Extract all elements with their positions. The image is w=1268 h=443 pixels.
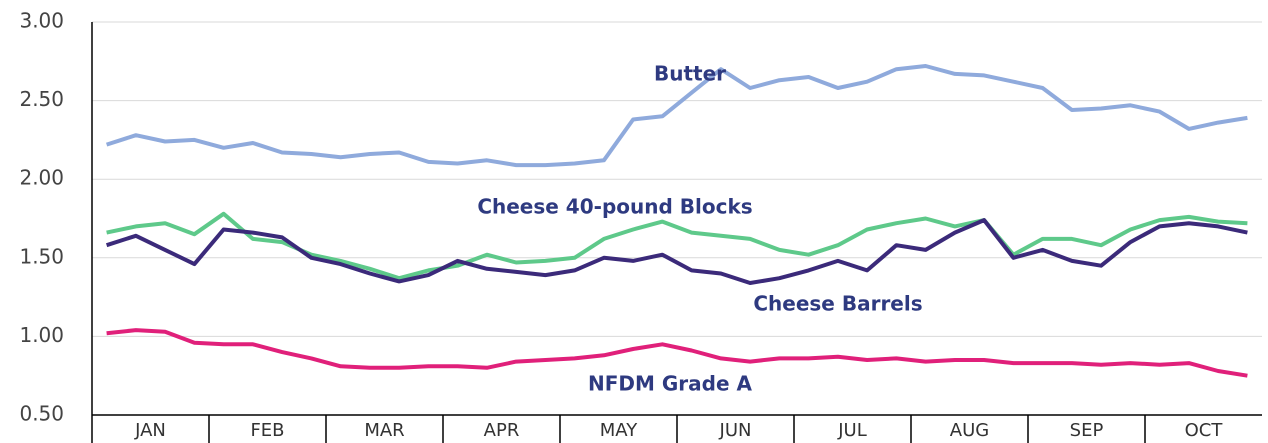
series-line [105,64,1248,168]
x-tick-label: SEP [1070,420,1104,441]
y-tick-label: 0.50 [19,402,64,426]
x-tick-label: AUG [950,420,989,441]
x-tick-label: MAY [600,420,638,441]
y-tick-label: 1.50 [19,244,64,268]
x-tick-label: OCT [1185,420,1224,441]
y-tick-label: 3.00 [19,9,64,33]
x-tick-label: MAR [364,420,404,441]
y-tick-label: 1.00 [19,323,64,347]
x-tick-label: APR [484,420,520,441]
series-line [106,211,1248,281]
x-tick-label: JUN [719,420,752,441]
y-tick-label: 2.50 [19,87,64,111]
series-label: Cheese 40-pound Blocks [477,195,752,219]
x-tick-label: FEB [250,420,284,441]
series-line [106,328,1248,378]
y-tick-label: 2.00 [19,166,64,190]
series-label: Cheese Barrels [753,292,922,316]
series-label: Butter [654,62,726,86]
x-tick-label: JUL [837,420,867,441]
x-tick-label: JAN [134,420,166,441]
series-label: NFDM Grade A [588,372,752,396]
series-line [105,218,1248,285]
